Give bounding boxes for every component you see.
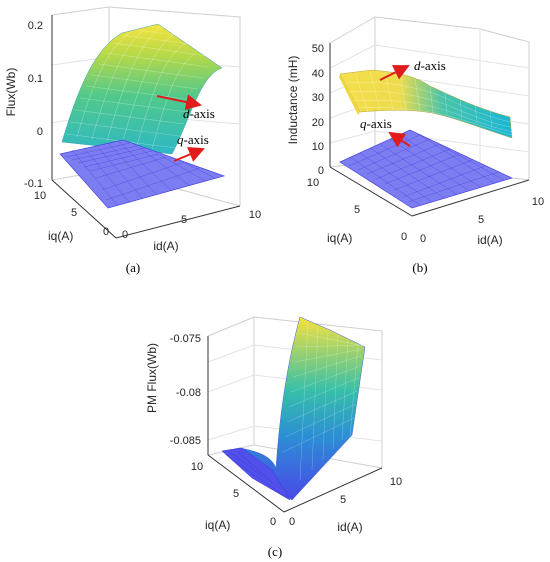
panel-a-iq-ticks: 10 5 0: [34, 190, 109, 238]
panel-c-iq-tick-0: 0: [270, 516, 276, 528]
panel-b-z-tick-20: 20: [312, 117, 324, 129]
panel-a-iq-tick-10: 10: [34, 190, 46, 202]
panel-c-z-tick--0.075: -0.075: [170, 333, 201, 345]
panel-a-q-arrow: [173, 146, 205, 162]
panel-a-q-annotation: q-axis: [177, 132, 209, 147]
panel-b-id-ticks: 0 5 10: [420, 196, 544, 245]
panel-a-caption: (a): [126, 260, 140, 275]
panel-a-d-annotation-italic: d: [183, 106, 190, 121]
panel-b: 50 40 30 20 10 0 Inductance (mH) 10 5 0 …: [286, 16, 544, 275]
panel-b-caption: (b): [412, 260, 427, 275]
panel-a-iq-tick-0: 0: [103, 226, 109, 238]
panel-b-id-tick-5: 5: [478, 214, 484, 226]
panel-a-z-tick-0: 0: [37, 126, 43, 138]
panel-c-id-label: id(A): [337, 520, 362, 534]
panel-c-z-tick--0.085: -0.085: [170, 435, 201, 447]
panel-b-q-annotation: q-axis: [360, 116, 392, 131]
panel-b-iq-label: iq(A): [327, 231, 352, 245]
panel-a-d-surface: [61, 23, 223, 155]
panel-c-iq-tick-5: 5: [233, 488, 239, 500]
panel-a-q-annotation-text: -axis: [184, 132, 209, 147]
panel-a-id-tick-10: 10: [249, 209, 261, 221]
panel-c: -0.075 -0.08 -0.085 PM Flux(Wb) 10 5 0 i…: [145, 316, 402, 559]
panel-b-q-annotation-text: -axis: [367, 116, 392, 131]
panel-a-id-label: id(A): [153, 239, 178, 253]
panel-b-iq-ticks: 10 5 0: [307, 177, 407, 243]
panel-b-z-ticks: 50 40 30 20 10 0: [312, 43, 324, 177]
panel-b-id-label: id(A): [477, 233, 502, 247]
panel-b-z-tick-30: 30: [312, 92, 324, 104]
panel-a-z-tick-0.1: 0.1: [28, 73, 43, 85]
panel-b-z-tick-0: 0: [318, 165, 324, 177]
panel-b-z-label: Inductance (mH): [286, 56, 300, 145]
panel-b-d-annotation-italic: d: [414, 58, 421, 73]
panel-a-z-ticks: 0.2 0.1 0 -0.1: [24, 20, 43, 190]
panel-a-q-annotation-italic: q: [177, 132, 184, 147]
panel-a-z-tick--0.1: -0.1: [24, 178, 43, 190]
panel-b-d-arrow: [379, 65, 410, 81]
panel-c-iq-ticks: 10 5 0: [191, 461, 276, 528]
panel-c-id-tick-0: 0: [289, 516, 295, 528]
panel-c-caption: (c): [268, 544, 282, 559]
panel-c-id-ticks: 0 5 10: [289, 476, 402, 528]
panel-a-d-arrow: [156, 94, 202, 110]
panel-a: 0.2 0.1 0 -0.1 Flux(Wb) 10 5 0 iq(A) 0 5…: [4, 6, 261, 275]
panel-c-z-tick--0.08: -0.08: [176, 387, 201, 399]
panel-a-id-tick-5: 5: [181, 214, 187, 226]
panel-b-d-annotation-text: -axis: [421, 58, 446, 73]
panel-b-q-annotation-italic: q: [360, 116, 367, 131]
panel-b-d-surface: [339, 69, 513, 139]
panel-c-id-tick-5: 5: [340, 494, 346, 506]
panel-c-id-tick-10: 10: [390, 476, 402, 488]
panel-a-id-ticks: 0 5 10: [122, 209, 261, 241]
panel-b-iq-tick-10: 10: [307, 177, 319, 189]
panel-b-q-arrow: [388, 131, 411, 148]
panel-b-q-surface: [339, 129, 513, 209]
panel-b-z-tick-50: 50: [312, 43, 324, 55]
panel-b-z-tick-10: 10: [312, 141, 324, 153]
panel-a-iq-tick-5: 5: [71, 207, 77, 219]
panel-a-d-annotation: d-axis: [183, 106, 215, 121]
panel-b-id-tick-0: 0: [420, 233, 426, 245]
panel-b-id-tick-10: 10: [532, 196, 544, 208]
panel-c-z-ticks: -0.075 -0.08 -0.085: [170, 333, 201, 447]
panel-c-iq-label: iq(A): [205, 518, 230, 532]
panel-a-z-label: Flux(Wb): [4, 68, 18, 117]
panel-a-d-annotation-text: -axis: [190, 106, 215, 121]
panel-a-z-tick-0.2: 0.2: [28, 20, 43, 32]
panel-b-iq-tick-5: 5: [354, 204, 360, 216]
panel-c-z-label: PM Flux(Wb): [145, 343, 159, 413]
panel-c-iq-tick-10: 10: [191, 461, 203, 473]
panel-b-iq-tick-0: 0: [401, 231, 407, 243]
panel-c-surface: [221, 316, 366, 501]
panel-a-q-surface: [59, 139, 226, 209]
panel-a-iq-label: iq(A): [48, 229, 73, 243]
panel-a-id-tick-0: 0: [122, 229, 128, 241]
panel-b-z-tick-40: 40: [312, 68, 324, 80]
panel-b-d-annotation: d-axis: [414, 58, 446, 73]
